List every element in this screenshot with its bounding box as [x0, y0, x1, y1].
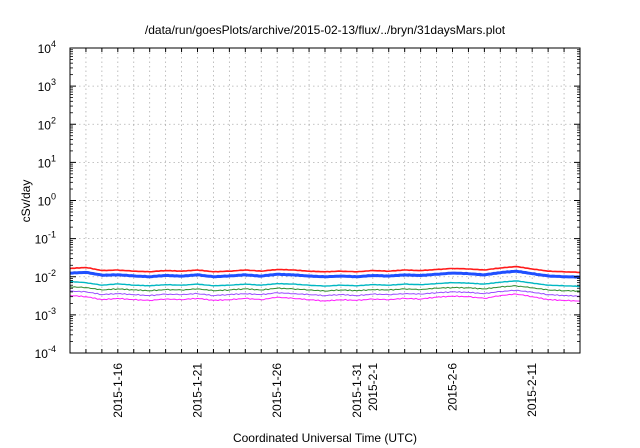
x-tick-label: 2015-1-16 — [111, 363, 125, 418]
x-tick-label: 2015-1-21 — [191, 363, 205, 418]
series-line — [69, 289, 581, 297]
y-tick-label: 100 — [38, 192, 56, 209]
axis-ticks — [70, 47, 580, 354]
grid-lines — [70, 48, 580, 353]
y-tick-label: 101 — [38, 153, 56, 170]
y-tick-label: 10-3 — [35, 306, 56, 323]
y-tick-labels: 104 103 102 101 100 10-1 10-2 10-3 10-4 — [35, 39, 56, 361]
x-axis-label: Coordinated Universal Time (UTC) — [233, 431, 417, 445]
series-line — [69, 293, 581, 302]
series-line — [69, 285, 581, 292]
series-layer — [69, 265, 581, 302]
x-tick-label: 2015-2-6 — [446, 363, 460, 411]
y-tick-label: 10-4 — [35, 344, 56, 361]
x-tick-label: 2015-1-26 — [270, 363, 284, 418]
series-line — [70, 280, 580, 288]
series-line — [69, 265, 580, 274]
y-tick-label: 104 — [38, 39, 56, 56]
x-tick-label: 2015-1-31 — [350, 363, 364, 418]
y-tick-label: 102 — [38, 115, 56, 132]
y-tick-label: 10-1 — [35, 230, 56, 247]
x-tick-labels: 2015-1-16 2015-1-21 2015-1-26 2015-1-31 2015… — [111, 363, 539, 418]
y-axis-label: cSv/day — [19, 180, 33, 223]
chart-title: /data/run/goesPlots/archive/2015-02-13/f… — [145, 23, 506, 37]
x-tick-label: 2015-2-11 — [525, 363, 539, 417]
y-tick-label: 103 — [38, 77, 56, 94]
y-tick-label: 10-2 — [35, 268, 56, 285]
series-line — [70, 269, 581, 279]
x-tick-label: 2015-2-1 — [366, 363, 380, 411]
